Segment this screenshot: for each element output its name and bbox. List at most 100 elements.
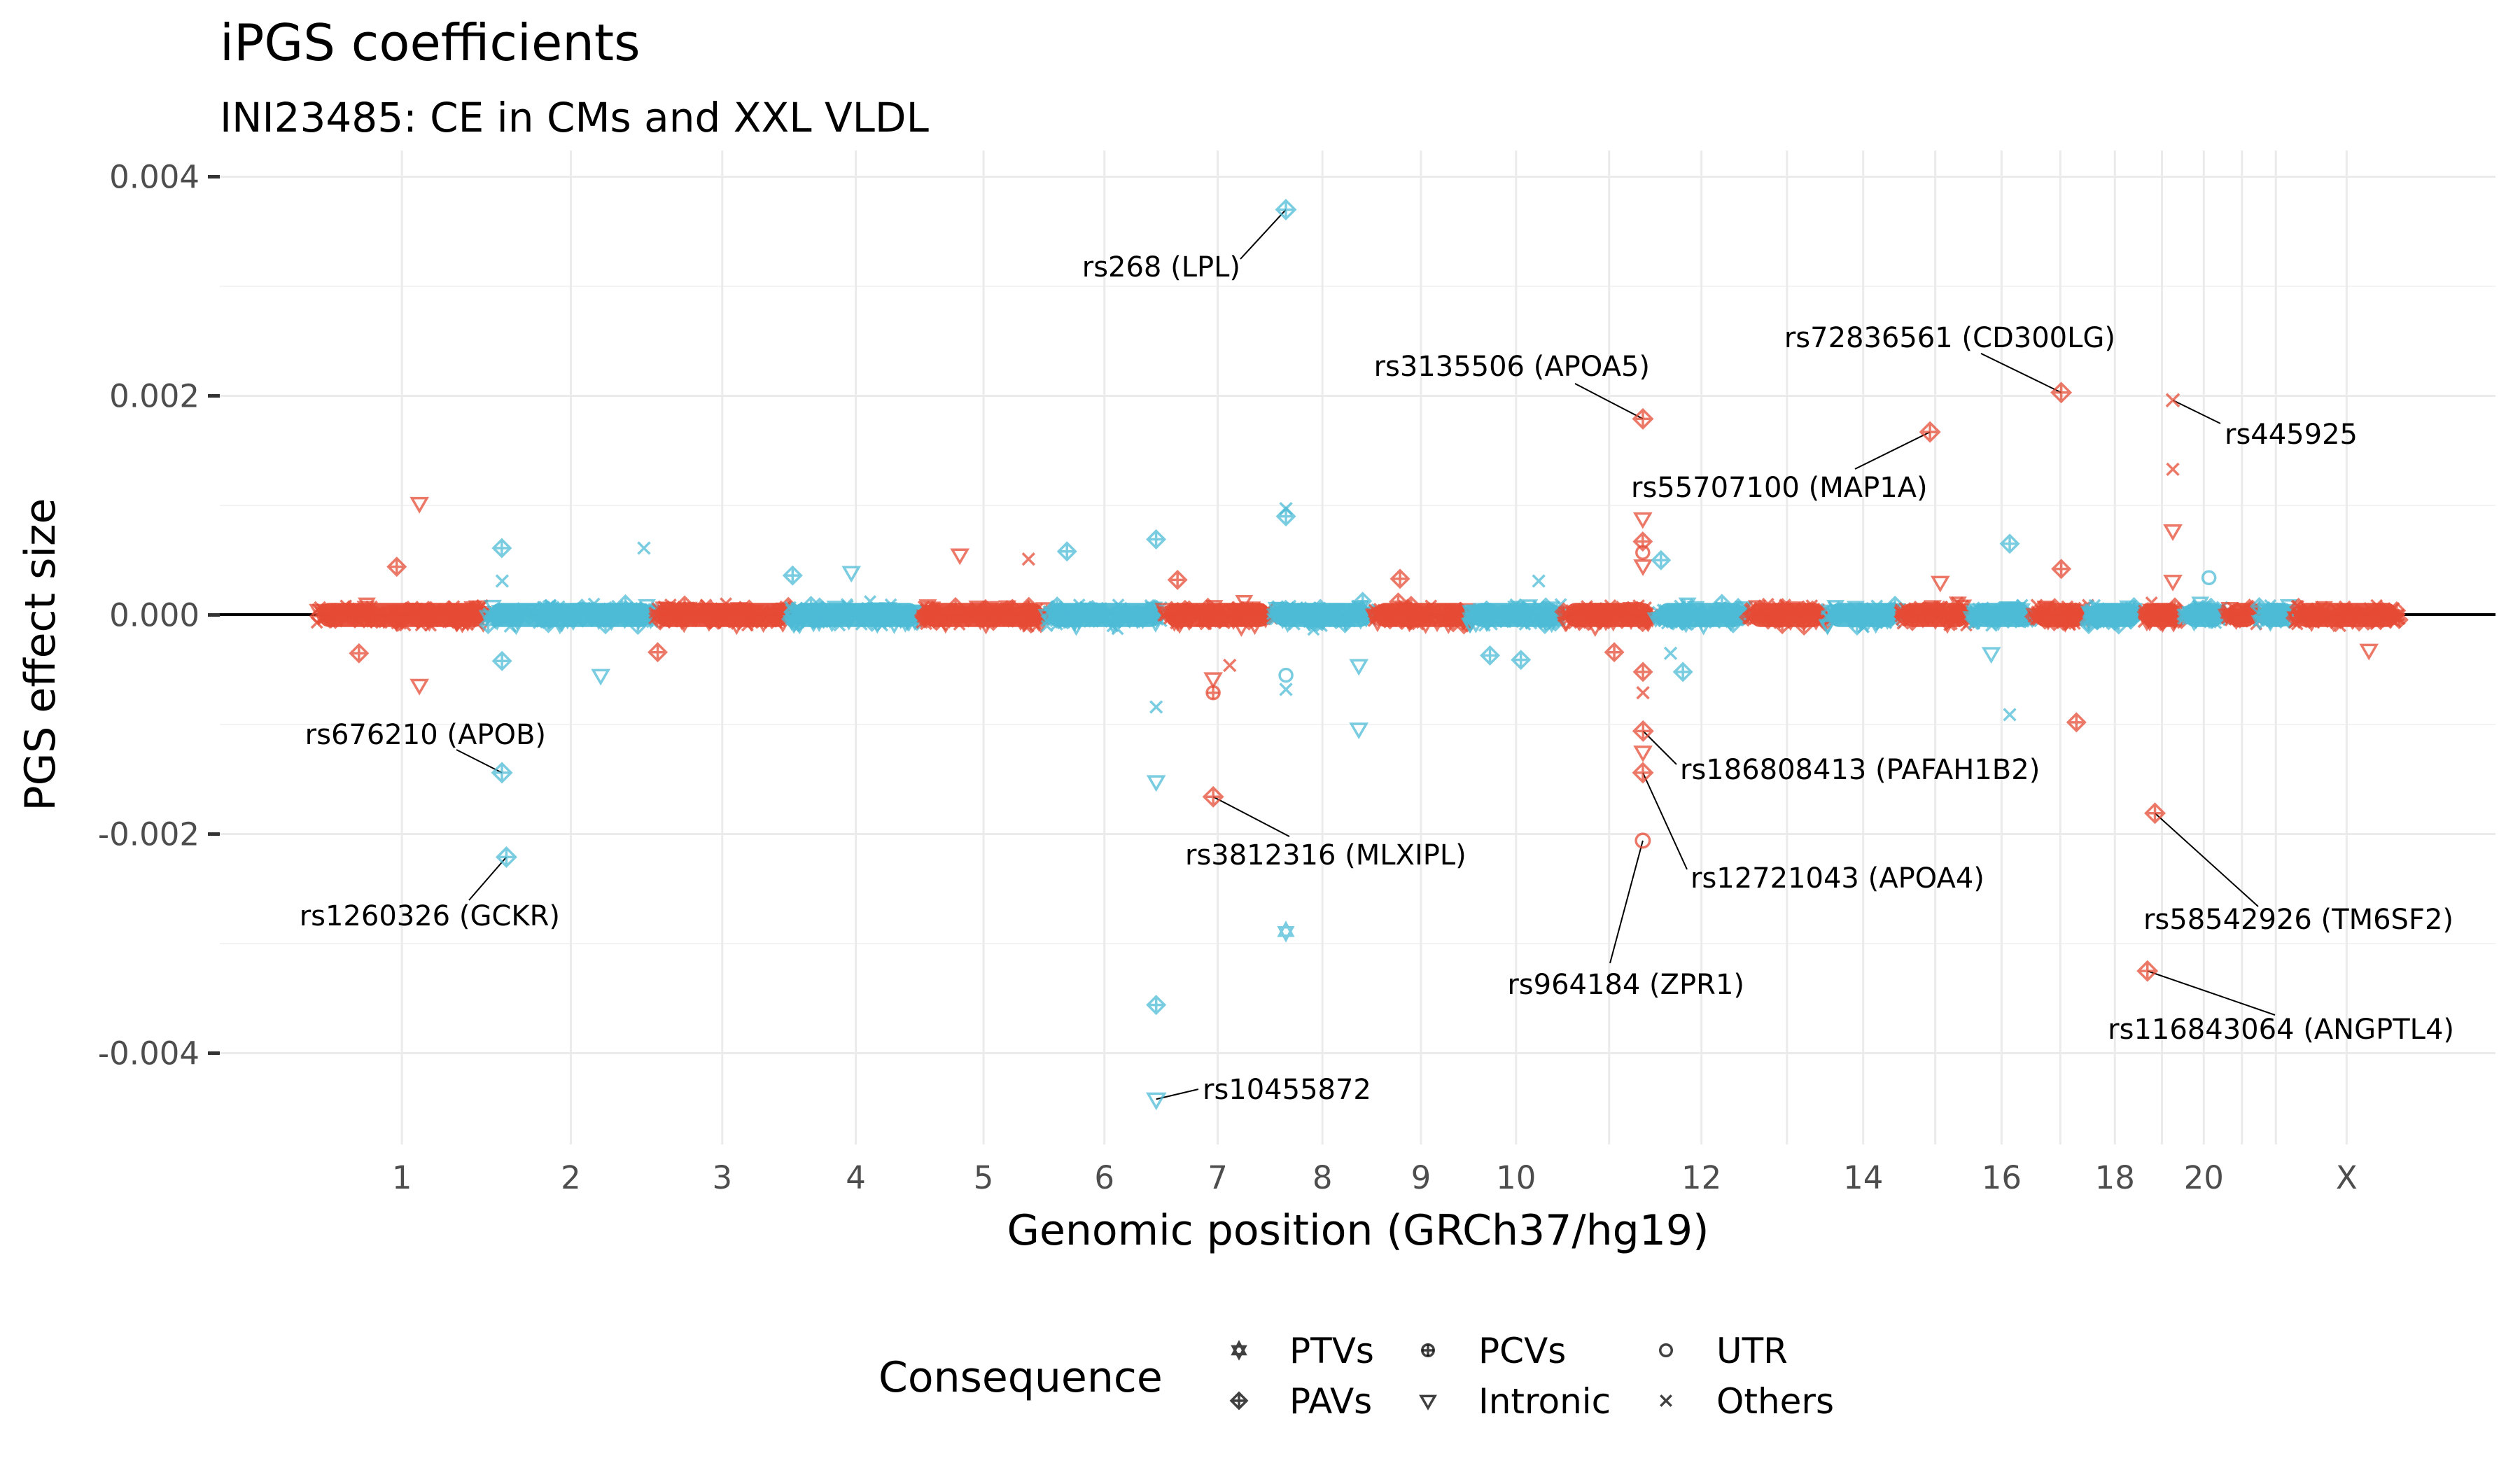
outlier-point [1205,685,1221,701]
background-point [1283,603,1302,619]
outlier-point [648,642,668,663]
background-point [967,610,986,626]
triangle-down-icon [1419,1394,1437,1410]
annotation-leader-line [1609,840,1644,964]
background-point [1083,604,1102,624]
background-point [1180,611,1198,627]
outlier-point [2166,462,2180,476]
background-point [863,605,882,622]
background-point [672,615,691,631]
legend-key-others: Others [1660,1381,1834,1422]
outlier-point [2163,575,2183,592]
y-tick-label: 0.002 [109,378,200,415]
outlier-point [1981,647,2001,664]
outlier-point [2003,708,2017,722]
y-tick-label: -0.002 [98,816,200,853]
background-point [521,606,534,620]
labeled-variant-point [1632,762,1654,784]
background-point [1111,622,1124,636]
x-tick-label-chr18: 18 [2095,1159,2135,1196]
x-tick-label-chr16: 16 [1982,1159,2022,1196]
x-tick-label-chr10: 10 [1496,1159,1536,1196]
outlier-point [1532,574,1546,588]
background-point [1311,606,1330,622]
circle-icon [1659,1343,1673,1357]
background-point [748,611,767,627]
background-point [360,610,379,627]
outlier-point [491,650,512,671]
background-point [363,603,375,617]
diamond-plus-icon [1229,1391,1249,1410]
variant-label: rs72836561 (CD300LG) [1784,322,2115,354]
x-icon [1660,1394,1672,1407]
outlier-point [1632,662,1653,682]
outlier-point [1633,746,1653,763]
labeled-variant-point [1919,421,1941,443]
outlier-point [1511,650,1532,671]
background-point [374,613,393,629]
background-point [916,616,929,629]
background-point [1175,603,1187,616]
outlier-point [2066,712,2087,733]
variant-label: rs1260326 (GCKR) [300,900,560,932]
background-point [1242,601,1261,617]
background-point [1028,608,1046,625]
background-point [502,612,515,626]
variant-label: rs3812316 (MLXIPL) [1185,839,1466,872]
outlier-point [1277,920,1295,943]
background-point [840,605,860,624]
outlier-point [1349,659,1368,676]
legend-label: Intronic [1478,1381,1611,1422]
background-point [741,619,754,632]
y-tick-label: 0.004 [109,159,200,196]
grid-lines [220,150,2496,1144]
y-tick-label: 0.000 [109,597,200,634]
x-tick-label-chr2: 2 [561,1159,581,1196]
background-point [1232,621,1251,637]
outlier-point [1149,700,1163,714]
background-point [1277,610,1296,626]
legend-key-intronic: Intronic [1419,1381,1611,1422]
chart-title: iPGS coefficients [220,13,640,72]
annotation-leader-line [2147,970,2276,1016]
outlier-point [1146,529,1167,550]
variant-label: rs268 (LPL) [1082,251,1240,284]
x-tick-label-chr6: 6 [1094,1159,1114,1196]
outlier-point [1021,552,1035,566]
background-point [608,608,627,624]
background-point [1234,610,1247,622]
variant-label: rs445925 [2225,419,2358,451]
outlier-point [1279,682,1293,696]
background-point [687,612,705,628]
x-tick-label-chr5: 5 [974,1159,994,1196]
legend-label: Others [1716,1381,1834,1422]
x-tick-label-chr12: 12 [1681,1159,1721,1196]
background-point [934,606,948,619]
legend: Consequence PTVs PAVs PCVs Intronic UTR Other… [878,1331,1834,1422]
x-tick-label-chr7: 7 [1208,1159,1228,1196]
outlier-point [950,548,970,566]
annotation-leader-line [468,856,507,901]
background-point [1373,602,1386,615]
background-point [317,612,330,625]
variant-label: rs964184 (ZPR1) [1507,969,1744,1001]
annotation-leader-line [1642,772,1688,870]
annotation-leader-line [1240,209,1287,260]
background-point [621,607,640,623]
legend-key-utr: UTR [1659,1331,1788,1371]
circle-plus-icon [1421,1343,1435,1357]
background-point [883,613,895,626]
variant-annotations: rs268 (LPL) rs3135506 (APOA5) rs72836561 (… [300,198,2454,1111]
outlier-point [1632,512,1653,529]
legend-label: PTVs [1289,1331,1374,1371]
background-point [484,599,502,616]
background-point [330,607,349,623]
background-point [1125,610,1138,623]
outlier-point [1636,685,1650,700]
background-point [342,606,355,620]
annotation-leader-line [1854,431,1931,470]
legend-label: UTR [1716,1331,1788,1371]
background-point [1006,606,1025,623]
labeled-variant-point [1202,785,1224,808]
